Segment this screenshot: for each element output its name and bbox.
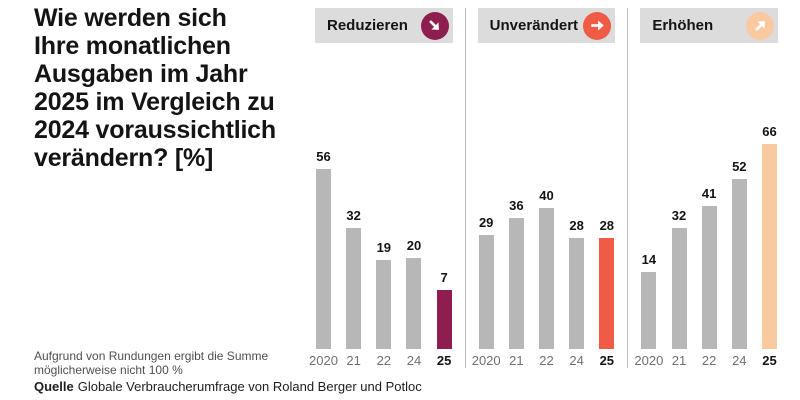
year-label: 2020: [471, 353, 501, 368]
bar-value-label: 19: [376, 240, 392, 255]
bar-column: 14 2020: [634, 252, 663, 368]
bar-value-label: 40: [539, 188, 554, 203]
bar: [599, 238, 615, 349]
year-label: 2020: [634, 353, 664, 368]
bar-column: 56 2020: [309, 149, 338, 368]
bars-area: 29 2020 36 21 40 22 28 24 28 25: [472, 43, 616, 368]
source-text: Globale Verbraucherumfrage von Roland Be…: [77, 379, 422, 394]
year-label: 22: [539, 353, 554, 368]
bar-column: 32 21: [346, 208, 362, 368]
bar-value-label: 66: [762, 124, 777, 139]
question-title: Wie werden sich Ihre monatlichen Ausgabe…: [34, 4, 276, 172]
charts: Reduzieren 56 2020 32 21 19 22 20 24 7 25 Unverände…: [309, 8, 779, 368]
bar-value-label: 14: [641, 252, 657, 267]
bar-column: 32 21: [671, 208, 687, 368]
bars-area: 56 2020 32 21 19 22 20 24 7 25: [309, 43, 453, 368]
bar-value-label: 28: [569, 218, 584, 233]
bar: [671, 228, 687, 349]
bar-column: 40 22: [538, 188, 554, 368]
source-label: Quelle: [34, 379, 74, 394]
bar: [346, 228, 362, 349]
bar-column: 66 25: [761, 124, 777, 368]
bar-value-label: 32: [346, 208, 361, 223]
panel-divider: [464, 8, 466, 368]
bar: [478, 235, 494, 349]
bar-column: 19 22: [376, 240, 392, 368]
bar: [569, 238, 585, 349]
bar-column: 29 2020: [472, 215, 501, 368]
bar-column: 28 25: [599, 218, 615, 368]
bar: [406, 258, 422, 349]
year-label: 25: [762, 353, 777, 368]
bars-area: 14 2020 32 21 41 22 52 24 66 25: [634, 43, 778, 368]
bar: [316, 169, 331, 349]
arrow-right-icon: [583, 11, 612, 40]
year-label: 24: [732, 353, 747, 368]
bar-value-label: 36: [509, 198, 524, 213]
bar-column: 28 24: [569, 218, 585, 368]
bar: [701, 206, 717, 349]
panel-unver-ndert: Unverändert 29 2020 36 21 40 22 28 24 28 25: [472, 8, 616, 368]
bar-value-label: 28: [599, 218, 615, 233]
bar-value-label: 56: [316, 149, 331, 164]
bar-column: 41 22: [701, 186, 717, 368]
bar-value-label: 41: [701, 186, 717, 201]
bar: [641, 272, 657, 349]
year-label: 21: [346, 353, 361, 368]
panel-title: Unverändert: [489, 17, 579, 34]
panel-title: Erhöhen: [652, 17, 714, 34]
bar-column: 52 24: [731, 159, 747, 368]
year-label: 25: [436, 353, 452, 368]
bar: [436, 290, 452, 349]
year-label: 22: [701, 353, 717, 368]
bar: [731, 179, 747, 349]
panel-title: Reduzieren: [327, 17, 408, 34]
year-label: 24: [406, 353, 422, 368]
bar-value-label: 20: [406, 238, 422, 253]
year-label: 25: [599, 353, 615, 368]
bar-value-label: 29: [478, 215, 494, 230]
bar: [508, 218, 524, 349]
panel-header: Reduzieren: [315, 8, 453, 43]
bar: [761, 144, 777, 349]
panel-header: Erhöhen: [640, 8, 779, 43]
bar-value-label: 32: [671, 208, 687, 223]
bar-column: 7 25: [436, 270, 452, 368]
bar: [538, 208, 554, 349]
bar-value-label: 7: [440, 270, 448, 285]
bar-column: 36 21: [508, 198, 524, 368]
year-label: 21: [509, 353, 524, 368]
source-line: Quelle Globale Verbraucherumfrage von Rol…: [34, 379, 422, 394]
bar-value-label: 52: [732, 159, 747, 174]
panel-header: Unverändert: [477, 8, 616, 43]
arrow-up-right-icon: [746, 11, 775, 40]
panel-erh-hen: Erhöhen 14 2020 32 21 41 22 52 24 66 25: [634, 8, 779, 368]
year-label: 22: [376, 353, 392, 368]
bar-column: 20 24: [406, 238, 422, 368]
year-label: 2020: [309, 353, 338, 368]
bar: [376, 260, 392, 349]
panel-reduzieren: Reduzieren 56 2020 32 21 19 22 20 24 7 25: [309, 8, 453, 368]
arrow-down-right-icon: [420, 11, 449, 40]
rounding-footnote: Aufgrund von Rundungen ergibt die Summe …: [34, 349, 269, 377]
year-label: 24: [569, 353, 584, 368]
year-label: 21: [671, 353, 687, 368]
panel-divider: [627, 8, 629, 368]
